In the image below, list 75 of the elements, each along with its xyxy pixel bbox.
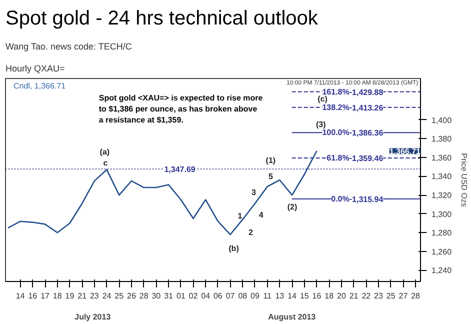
x-tick-label: 04 — [201, 292, 211, 300]
annotation: 5 — [268, 172, 274, 182]
x-tick-label: 07 — [226, 292, 236, 300]
annotation: (2) — [287, 202, 298, 212]
x-tick-label: 14 — [288, 292, 298, 300]
x-tick-label: 14 — [16, 292, 26, 300]
x-tick-label: 09 — [250, 292, 260, 300]
ref-line-label: 1,359.46 — [352, 154, 384, 163]
line-series — [7, 150, 318, 236]
annotation: 100.0%- — [322, 128, 352, 138]
x-tick-label: 11 — [263, 292, 272, 300]
x-tick-label: 30 — [152, 292, 162, 300]
x-tick-label: 28 — [139, 292, 149, 300]
y-tick-label: 1,340 — [432, 172, 452, 182]
annotation: Spot gold <XAU=> is expected to rise more to $1,386 per ounce, as has broken above a resistance at $1,359. — [98, 94, 264, 124]
annotation: 138.2%- — [322, 102, 352, 112]
chart-title: Spot gold - 24 hrs technical outlook — [6, 8, 319, 30]
annotation: (3) — [316, 120, 326, 130]
text: July 2013 — [74, 312, 112, 322]
x-tick-label: 01 — [176, 292, 186, 300]
ref-line-label: 1,386.36 — [352, 128, 384, 138]
x-tick-label: 02 — [188, 292, 198, 300]
y-axis-title: Price USD Ozs — [460, 153, 469, 207]
ref-line-label: 1,347.69 — [164, 165, 196, 174]
y-tick-label: 1,400 — [432, 116, 452, 125]
x-tick-label: 23 — [90, 292, 100, 300]
annotation: 161.8%- — [322, 87, 352, 96]
annotation: 61.8%- — [326, 153, 352, 162]
annotation: 0.0%- — [331, 194, 352, 204]
x-tick-label: 27 — [398, 292, 408, 300]
y-tick-label: 1,260 — [432, 247, 452, 256]
ref-line-label: 1,315.94 — [352, 194, 384, 204]
annotation: (1) — [266, 156, 276, 165]
x-tick-label: 24 — [102, 292, 112, 300]
annotation: c — [103, 158, 108, 168]
x-tick-label: 06 — [213, 292, 223, 300]
annotation: (c) — [318, 94, 328, 104]
ref-line-label: 1,413.26 — [352, 103, 384, 112]
y-tick-label: 1,320 — [432, 191, 452, 200]
annotation: 2 — [248, 228, 254, 237]
x-tick-label: 16 — [28, 292, 38, 300]
ref-line-label: 1,429.88 — [352, 88, 384, 97]
annotation: 3 — [251, 188, 256, 198]
x-tick-label: 08 — [238, 292, 248, 300]
x-tick-label: 31 — [164, 292, 174, 300]
y-tick-label: 1,300 — [432, 210, 452, 219]
x-tick-label: 28 — [411, 292, 421, 300]
x-tick-label: 16 — [312, 292, 322, 300]
x-tick-label: 19 — [65, 292, 75, 300]
x-tick-label: 18 — [52, 292, 62, 300]
annotation: 4 — [258, 210, 264, 220]
x-tick-label: 25 — [386, 292, 396, 300]
annotation: 1 — [238, 212, 243, 221]
x-tick-label: 26 — [127, 292, 136, 300]
y-tick-label: 1,360 — [432, 153, 452, 162]
x-tick-label: 17 — [40, 292, 50, 300]
x-tick-label: 25 — [114, 292, 124, 300]
x-tick-label: 22 — [362, 292, 372, 300]
y-tick-label: 1,240 — [432, 266, 452, 276]
y-tick-label: 1,280 — [432, 228, 452, 238]
x-tick-label: 13 — [275, 292, 285, 300]
chart-subtitle: Wang Tao. news code: TECH/C — [6, 42, 132, 52]
y-tick-label: 1,380 — [432, 134, 452, 144]
x-tick-label: 20 — [337, 292, 346, 300]
annotation: (b) — [228, 244, 240, 254]
text: Hourly QXAU= — [6, 64, 65, 74]
x-tick-label: 21 — [349, 292, 359, 300]
x-tick-label: 15 — [300, 292, 310, 300]
annotation: (a) — [100, 147, 110, 156]
x-tick-label: 23 — [374, 292, 384, 300]
annotation: 1,366.71 — [389, 147, 422, 156]
annotation: Cndl, 1,366.71 — [14, 82, 66, 90]
text: August 2013 — [268, 312, 316, 322]
x-tick-label: 21 — [78, 292, 88, 300]
x-tick-label: 18 — [324, 292, 334, 300]
